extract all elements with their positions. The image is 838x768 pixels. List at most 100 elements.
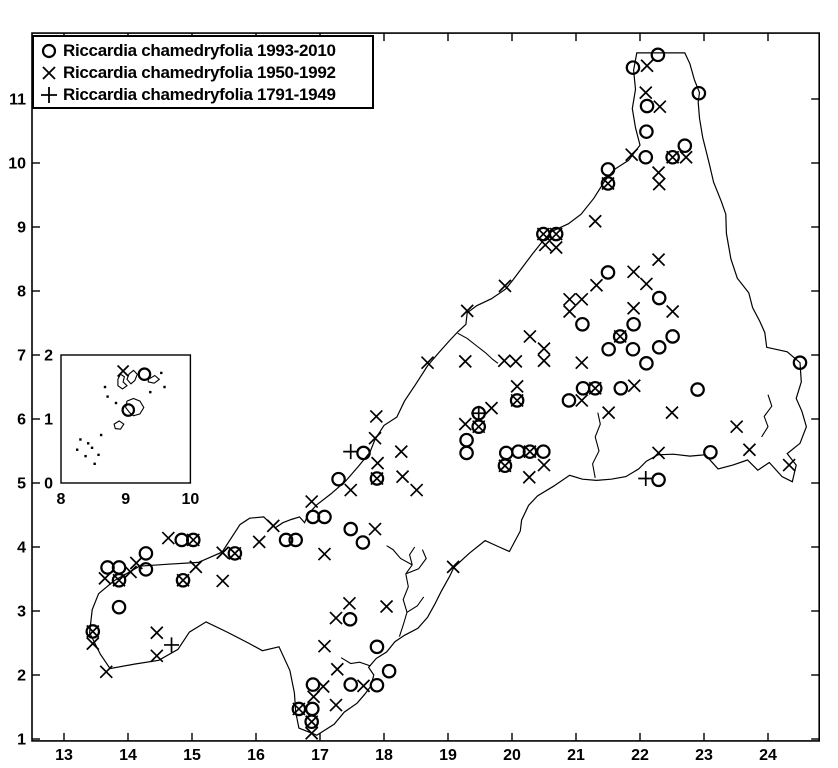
- marker-circle: [703, 444, 718, 460]
- y-tick-label: 2: [17, 668, 26, 685]
- marker-x: [86, 637, 100, 651]
- marker-x: [562, 292, 577, 306]
- marker-x: [370, 456, 385, 470]
- marker-circle: [626, 316, 641, 332]
- marker-x: [510, 379, 524, 393]
- cornwall-outline: [88, 52, 808, 736]
- estuary-line: [405, 549, 427, 575]
- marker-x: [742, 443, 757, 457]
- island-dot: [103, 385, 107, 389]
- marker-x: [549, 240, 563, 255]
- marker-x: [627, 379, 641, 393]
- marker-x: [626, 265, 641, 279]
- marker-x: [123, 565, 138, 579]
- island-outline: [147, 374, 161, 384]
- marker-x: [730, 420, 744, 434]
- marker-x: [446, 560, 460, 574]
- y-tick-label: 5: [17, 476, 26, 493]
- inset-y-tick-label: 0: [44, 476, 53, 493]
- island-outline: [113, 420, 125, 430]
- y-tick-label: 9: [17, 220, 26, 237]
- marker-circle: [587, 380, 603, 396]
- island-dot: [97, 453, 100, 457]
- marker-circle: [85, 624, 101, 639]
- marker-x: [509, 354, 523, 369]
- island-outline: [125, 397, 145, 417]
- inset-x-tick-label: 10: [182, 491, 200, 508]
- x-tick-label: 23: [695, 747, 713, 764]
- marker-circle: [138, 546, 154, 561]
- marker-circle: [650, 47, 666, 63]
- inset-y-tick-label: 2: [44, 348, 53, 365]
- marker-x: [329, 611, 343, 625]
- marker-x: [523, 329, 537, 344]
- marker-x: [653, 100, 667, 114]
- scilly-islands: [75, 369, 166, 465]
- island-dot: [90, 446, 94, 449]
- marker-x: [252, 535, 266, 549]
- marker-circle: [690, 382, 705, 397]
- marker-x: [150, 649, 164, 663]
- estuary-line: [761, 394, 773, 438]
- estuary-line: [340, 657, 371, 667]
- marker-x: [639, 85, 653, 100]
- marker-x: [410, 483, 424, 497]
- markers-1993-2010: [85, 47, 808, 730]
- marker-x: [652, 177, 666, 191]
- marker-x: [116, 364, 130, 378]
- marker-circle: [278, 532, 294, 548]
- island-dot: [86, 442, 90, 445]
- marker-circle: [111, 572, 127, 588]
- y-tick-label: 8: [17, 284, 26, 301]
- x-marker-icon: [42, 66, 56, 80]
- marker-circle: [137, 367, 152, 382]
- marker-x: [394, 445, 408, 459]
- inset-x-tick-label: 9: [121, 491, 130, 508]
- marker-x: [305, 726, 319, 740]
- marker-x: [537, 341, 551, 356]
- y-tick-label: 11: [9, 92, 26, 109]
- marker-circle: [651, 340, 667, 355]
- marker-x: [161, 531, 175, 545]
- marker-x: [562, 304, 577, 319]
- island-dot: [99, 433, 103, 437]
- marker-circle: [381, 663, 397, 679]
- marker-circle: [639, 98, 655, 114]
- marker-x: [189, 560, 203, 574]
- markers-1950-1992: [86, 59, 796, 740]
- legend: Riccardia chamedryfolia 1993-2010 Riccar…: [32, 35, 374, 109]
- circle-marker-icon: [41, 43, 57, 59]
- estuary-line: [457, 332, 499, 364]
- marker-circle: [792, 355, 808, 370]
- marker-x: [305, 494, 319, 509]
- marker-plus: [164, 637, 180, 653]
- y-tick-label: 10: [8, 156, 26, 173]
- y-tick-label: 3: [17, 604, 26, 621]
- inset-x-tick-label: 8: [57, 491, 66, 508]
- marker-x: [575, 292, 589, 306]
- marker-x: [665, 405, 679, 420]
- marker-circle: [651, 290, 667, 306]
- island-dot: [75, 448, 79, 451]
- x-tick-label: 20: [503, 747, 521, 764]
- marker-circle: [304, 714, 319, 730]
- marker-x: [150, 626, 164, 640]
- marker-x: [575, 393, 589, 408]
- marker-x: [639, 277, 654, 291]
- marker-x: [458, 417, 472, 431]
- marker-x: [369, 409, 383, 424]
- y-tick-label: 1: [17, 732, 26, 749]
- legend-item-label: Riccardia chamedryfolia 1950-1992: [63, 63, 336, 82]
- marker-circle: [639, 124, 654, 139]
- marker-x: [602, 405, 616, 420]
- marker-circle: [305, 701, 320, 717]
- legend-item-label: Riccardia chamedryfolia 1791-1949: [63, 85, 336, 104]
- x-tick-label: 22: [631, 747, 649, 764]
- marker-circle: [665, 149, 680, 165]
- marker-circle: [138, 562, 154, 577]
- x-tick-label: 21: [567, 747, 585, 764]
- marker-x: [625, 148, 639, 162]
- markers-1791-1949: [164, 405, 654, 653]
- marker-x: [484, 401, 499, 415]
